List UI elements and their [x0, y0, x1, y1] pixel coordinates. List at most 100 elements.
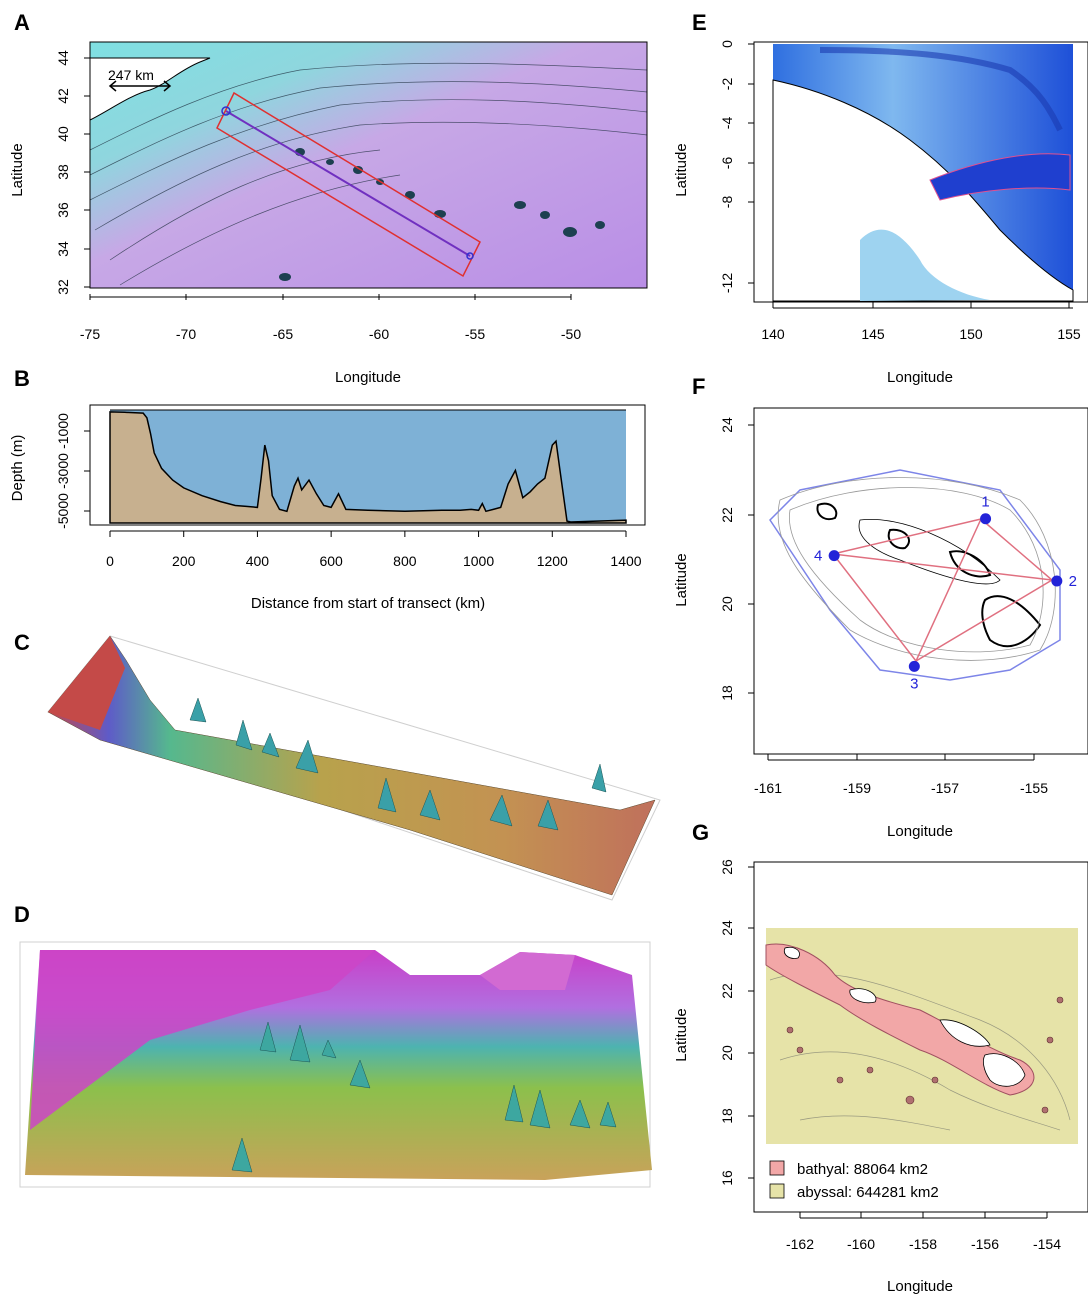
hull-outline — [769, 469, 1061, 681]
panel-letter-c: C — [14, 630, 30, 655]
map-a-bathymetry — [90, 42, 647, 288]
ytick-a-1: 34 — [55, 241, 71, 257]
ytick-a-6: 44 — [55, 50, 71, 66]
axes-a-frame — [89, 41, 648, 289]
surface-d-peaks — [231, 1021, 617, 1173]
legend-swatch-bathyal — [769, 1160, 785, 1176]
surface-d-seamount-plateau — [480, 952, 575, 990]
xtick-e-3: 155 — [1057, 326, 1081, 342]
map-a-contours — [89, 62, 648, 286]
ytick-g-4: 24 — [719, 920, 735, 936]
panel-f: F 1 2 3 4 18 20 22 24 Latitude — [673, 374, 1088, 840]
xtick-a-4: -55 — [465, 326, 485, 342]
scale-bar-label: 247 km — [108, 67, 154, 83]
xtick-b-7: 1400 — [610, 553, 641, 569]
f-point-1 — [980, 513, 992, 525]
xtick-e-1: 145 — [861, 326, 885, 342]
map-e-shelf — [860, 229, 990, 301]
ytick-f-3: 24 — [719, 417, 735, 433]
ytick-e-0: 0 — [719, 40, 735, 48]
ytick-b-2: -5000 — [55, 493, 71, 529]
ytick-g-5: 26 — [719, 859, 735, 875]
axis-a-xlabel: Longitude — [335, 369, 401, 386]
legend-label-bathyal: bathyal: 88064 km2 — [797, 1161, 928, 1178]
axis-b-ylabel: Depth (m) — [9, 435, 26, 502]
axis-g-xlabel: Longitude — [887, 1278, 953, 1295]
ytick-f-0: 18 — [719, 685, 735, 701]
map-f-islands — [816, 502, 1042, 648]
ytick-a-3: 38 — [55, 164, 71, 180]
axis-b-xlabel: Distance from start of transect (km) — [251, 595, 485, 612]
f-point-label-4: 4 — [814, 548, 822, 565]
axes-f-yticks: 18 20 22 24 — [719, 417, 754, 701]
xtick-g-1: -160 — [847, 1236, 875, 1252]
surface-c — [47, 635, 656, 896]
xtick-b-6: 1200 — [537, 553, 568, 569]
xtick-f-1: -159 — [843, 780, 871, 796]
map-g-islands — [783, 946, 1026, 1087]
axes-a-yticks: 32 34 36 38 40 42 44 — [55, 50, 90, 295]
panel-e: E 0 -2 -4 -6 -8 -12 Latitude 140 145 150… — [673, 10, 1088, 386]
axes-g-xticks: -162 -160 -158 -156 -154 — [786, 1212, 1061, 1252]
axes-b-yticks: -1000 -3000 -5000 — [55, 413, 90, 529]
panel-letter-f: F — [692, 374, 705, 399]
ytick-f-1: 20 — [719, 596, 735, 612]
axes-b-xticks: 0 200 400 600 800 1000 1200 1400 — [106, 530, 642, 569]
xtick-b-4: 800 — [393, 553, 417, 569]
legend-label-abyssal: abyssal: 644281 km2 — [797, 1184, 939, 1201]
ytick-a-5: 42 — [55, 88, 71, 104]
bathyal-area — [765, 943, 1035, 1096]
panel-letter-d: D — [14, 902, 30, 927]
f-point-label-2: 2 — [1069, 573, 1077, 590]
panel-c: C — [14, 630, 661, 901]
xtick-a-1: -70 — [176, 326, 196, 342]
map-e-trench — [929, 153, 1071, 201]
map-g-seamounts — [786, 996, 1064, 1114]
xtick-g-0: -162 — [786, 1236, 814, 1252]
ytick-g-3: 22 — [719, 983, 735, 999]
axis-f-xlabel: Longitude — [887, 823, 953, 840]
map-a-land — [89, 57, 211, 121]
xtick-b-5: 1000 — [463, 553, 494, 569]
panel-a: A — [9, 10, 648, 386]
axes-e-yticks: 0 -2 -4 -6 -8 -12 — [719, 40, 754, 293]
depth-profile — [109, 411, 627, 524]
xtick-e-0: 140 — [761, 326, 785, 342]
xtick-g-2: -158 — [909, 1236, 937, 1252]
map-e-trench-north — [819, 47, 1063, 132]
ytick-a-0: 32 — [55, 279, 71, 295]
xtick-f-3: -155 — [1020, 780, 1048, 796]
axis-f-ylabel: Latitude — [673, 553, 690, 606]
transect-start-marker — [221, 106, 231, 116]
xtick-b-1: 200 — [172, 553, 196, 569]
ytick-a-2: 36 — [55, 202, 71, 218]
ytick-b-1: -3000 — [55, 453, 71, 489]
map-f-contours — [777, 477, 1056, 661]
surface-c-peaks — [189, 697, 607, 831]
axis-a-ylabel: Latitude — [9, 143, 26, 196]
point-connections — [831, 518, 1054, 662]
panel-letter-g: G — [692, 820, 709, 845]
ytick-f-2: 22 — [719, 507, 735, 523]
f-point-label-3: 3 — [910, 675, 918, 692]
surface-c-shelf — [48, 636, 125, 730]
ytick-e-1: -2 — [719, 78, 735, 91]
ytick-b-0: -1000 — [55, 413, 71, 449]
panel-letter-e: E — [692, 10, 707, 35]
panel-d: D — [14, 902, 652, 1188]
axes-f-xticks: -161 -159 -157 -155 — [754, 754, 1048, 796]
xtick-b-3: 600 — [319, 553, 343, 569]
ytick-a-4: 40 — [55, 126, 71, 142]
ytick-e-2: -4 — [719, 117, 735, 130]
xtick-a-3: -60 — [369, 326, 389, 342]
transect-line — [225, 110, 471, 257]
axes-f-frame — [753, 407, 1088, 755]
panel-b: B -1000 -3000 -5000 Depth (m) 0 200 400 600… — [9, 366, 646, 612]
ytick-g-2: 20 — [719, 1045, 735, 1061]
ytick-g-0: 16 — [719, 1170, 735, 1186]
ytick-e-4: -8 — [719, 196, 735, 209]
xtick-f-2: -157 — [931, 780, 959, 796]
axes-e-xticks: 140 145 150 155 — [761, 302, 1081, 342]
f-point-2 — [1051, 575, 1063, 587]
